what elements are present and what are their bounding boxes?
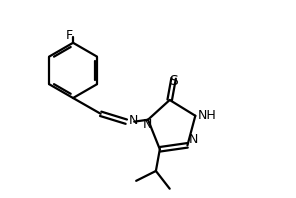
Text: N: N <box>128 114 138 127</box>
Text: NH: NH <box>197 109 216 122</box>
Text: S: S <box>169 74 178 88</box>
Text: F: F <box>65 29 73 42</box>
Text: N: N <box>142 118 152 131</box>
Text: N: N <box>189 133 198 146</box>
